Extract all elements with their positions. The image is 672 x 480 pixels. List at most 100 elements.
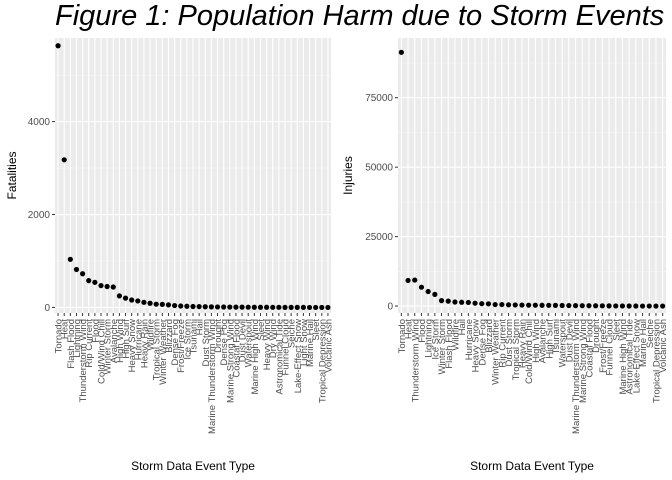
y-tick-label: 75000 (365, 93, 393, 104)
x-tick-label: Dust Storm (504, 319, 515, 367)
x-tick-label: Lake-Effect Snow (631, 319, 642, 393)
data-point (165, 302, 172, 308)
x-tick-label: Blizzard (164, 319, 175, 353)
y-tick-label: 0 (387, 302, 393, 313)
x-tick-label: Heat (404, 319, 415, 339)
x-tick-label: High Surf (121, 319, 132, 359)
data-point (660, 303, 666, 309)
data-point (294, 304, 300, 310)
data-point (270, 304, 276, 310)
x-tick-label: Seiche (287, 319, 298, 348)
y-tick-label: 2000 (28, 210, 51, 221)
x-tick-label: Sleet (311, 319, 322, 341)
data-point (245, 304, 251, 310)
data-point (412, 277, 418, 283)
data-point (479, 301, 485, 307)
data-point (532, 302, 538, 308)
data-point (257, 304, 264, 310)
data-point (184, 303, 190, 309)
data-point (141, 299, 147, 305)
data-point (633, 303, 639, 309)
data-point (288, 304, 294, 310)
x-tick-label: Marine High Wind (618, 319, 629, 395)
data-point (221, 304, 227, 310)
data-point (80, 271, 86, 277)
x-tick-label: Winter Weather (158, 319, 169, 385)
y-axis-title: Fatalities (5, 151, 19, 199)
x-tick-label: Winter Weather (491, 319, 502, 385)
data-point (55, 43, 61, 49)
data-point (445, 298, 451, 304)
data-point (425, 288, 431, 295)
x-tick-label: Dry Wind (268, 319, 279, 358)
x-tick-label: Frost/Freeze (176, 319, 187, 373)
data-point (159, 301, 165, 308)
x-axis-title: Storm Data Event Type (131, 459, 255, 473)
x-tick-label: Tsunami (551, 319, 562, 354)
y-tick-label: 25000 (365, 232, 393, 243)
data-point (452, 299, 458, 305)
data-point (325, 304, 331, 311)
x-tick-label: Heavy Rain (139, 319, 150, 368)
x-tick-label: Flood (90, 319, 101, 343)
x-tick-label: Marine Strong Wind (225, 319, 236, 403)
x-tick-label: Dense Fog (219, 319, 230, 365)
data-point (61, 157, 67, 163)
data-point (472, 300, 478, 306)
x-tick-label: Tornado (54, 319, 65, 353)
data-point (178, 303, 184, 309)
data-point (190, 303, 196, 310)
data-point (438, 298, 445, 304)
data-point (319, 304, 325, 311)
x-tick-label: Heavy Snow (127, 319, 138, 372)
x-tick-label: Lightning (72, 319, 83, 358)
data-point (306, 304, 313, 311)
x-tick-label: Hail (457, 319, 468, 335)
data-point (276, 304, 282, 310)
x-tick-label: Tropical Depression (317, 319, 328, 403)
data-point (67, 256, 73, 262)
data-point (432, 291, 438, 297)
x-tick-label: Marine High Wind (250, 319, 261, 395)
x-tick-label: Light Snow (299, 319, 310, 366)
data-point (122, 295, 129, 301)
x-tick-label: Cold/Wind Chill (97, 319, 108, 384)
x-tick-label: Tropical Depression (651, 319, 662, 403)
x-tick-label: Cold/Wind Chill (524, 319, 535, 384)
x-tick-label: High Wind (531, 319, 542, 363)
data-point (264, 304, 270, 310)
x-tick-label: Astronomical Tide (274, 319, 285, 395)
panel-background (398, 38, 666, 313)
data-point (552, 302, 559, 308)
x-tick-label: Lake-Effect Snow (293, 319, 304, 393)
data-point (485, 301, 492, 307)
data-point (405, 277, 411, 284)
data-point (546, 302, 552, 308)
data-point (639, 303, 646, 309)
x-tick-label: Waterspout (244, 319, 255, 368)
figure-title: Figure 1: Population Harm due to Storm E… (55, 0, 665, 32)
x-tick-label: Waterspout (558, 319, 569, 368)
data-point (559, 302, 565, 309)
x-tick-label: Wildfire (450, 319, 461, 351)
data-point (619, 303, 626, 309)
x-tick-label: Thunderstorm Wind (78, 319, 89, 402)
data-point (512, 302, 518, 308)
x-tick-label: Thunderstorm Wind (410, 319, 421, 402)
data-point (104, 283, 110, 290)
x-tick-label: Marine Thunderstorm Wind (571, 319, 582, 434)
data-point (499, 301, 505, 308)
x-tick-label: Hurricane (133, 319, 144, 360)
x-tick-label: Tropical Storm (152, 319, 163, 380)
x-tick-label: Dust Storm (201, 319, 212, 367)
x-tick-label: Heat (60, 319, 71, 339)
data-point (300, 304, 306, 310)
x-tick-label: Dust Devil (564, 319, 575, 362)
x-tick-label: Avalanche (109, 319, 120, 363)
data-point (239, 304, 245, 310)
x-tick-label: Tsunami (189, 319, 200, 354)
data-point (505, 302, 512, 308)
data-point (98, 282, 104, 289)
